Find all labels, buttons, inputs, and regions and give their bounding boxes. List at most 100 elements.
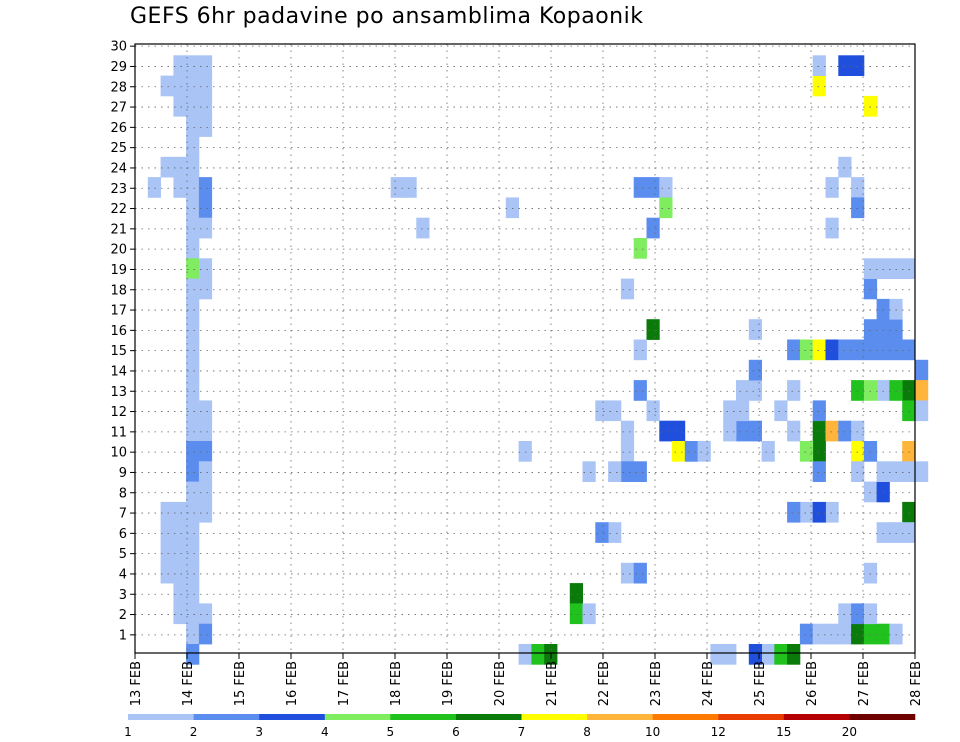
heatmap-cell [186, 197, 200, 219]
y-tick-label: 4 [119, 567, 127, 582]
heatmap-cell [863, 481, 878, 503]
colorbar: 1 2 3 4 5 6 7 8 10 12 15 20 [124, 714, 916, 739]
colorbar-swatch [193, 714, 260, 720]
heatmap-cell [595, 522, 609, 543]
colorbar-swatch [259, 714, 326, 720]
heatmap-cell [186, 542, 200, 564]
heatmap-cell [198, 400, 213, 422]
heatmap-cell [838, 623, 852, 645]
heatmap-cell [851, 55, 865, 76]
heatmap-cell [863, 95, 878, 117]
heatmap-cell [390, 177, 404, 198]
heatmap-cell [186, 562, 200, 584]
y-tick-label: 1 [119, 628, 127, 643]
heatmap-cell [173, 562, 187, 584]
heatmap-cell [160, 542, 174, 564]
heatmap-cell [160, 522, 174, 543]
heatmap-cell [723, 420, 737, 442]
heatmap-cell [812, 400, 826, 422]
heatmap-cell [198, 501, 213, 523]
colorbar-label: 10 [645, 725, 660, 739]
heatmap-cell [838, 156, 852, 178]
y-tick-label: 5 [119, 547, 127, 562]
heatmap-cell [186, 441, 200, 462]
y-tick-label: 12 [110, 405, 127, 420]
heatmap-cell [186, 623, 200, 645]
heatmap-cell [198, 481, 213, 503]
heatmap-cell [186, 380, 200, 401]
heatmap-cell [876, 481, 890, 503]
heatmap-cell [863, 603, 878, 625]
heatmap-cell [863, 339, 878, 361]
heatmap-cell [186, 116, 200, 137]
heatmap-cell [595, 400, 609, 422]
heatmap-cell [659, 197, 673, 219]
heatmap-cell [748, 319, 762, 340]
heatmap-cell [799, 623, 814, 645]
y-tick-label: 30 [110, 40, 127, 55]
heatmap-cell [812, 75, 826, 97]
heatmap-cell [186, 359, 200, 381]
heatmap-cell [160, 156, 174, 178]
heatmap-cell [198, 258, 213, 279]
heatmap-cell [697, 441, 711, 462]
heatmap-cell [173, 95, 187, 117]
heatmap-cell [608, 461, 622, 482]
colorbar-swatch [849, 714, 916, 720]
y-tick-label: 17 [110, 304, 127, 319]
heatmap-cell [620, 278, 635, 300]
heatmap-cell [723, 400, 737, 422]
heatmap-cell [876, 319, 890, 340]
heatmap-cell [863, 278, 878, 300]
heatmap-cell [838, 55, 852, 76]
heatmap-cell [863, 562, 878, 584]
colorbar-swatch [587, 714, 653, 720]
heatmap-cell [876, 339, 890, 361]
x-tick-label: 28 FEB [909, 661, 924, 706]
heatmap-cell [620, 461, 635, 482]
heatmap-cell [633, 238, 647, 259]
heatmap-cell [902, 339, 916, 361]
y-tick-label: 10 [110, 446, 127, 461]
heatmap-cell [825, 177, 839, 198]
heatmap-cell [198, 197, 213, 219]
heatmap-cell [825, 420, 839, 442]
colorbar-swatch [324, 714, 391, 720]
colorbar-label: 8 [583, 725, 591, 739]
heatmap-cell [863, 380, 878, 401]
heatmap-cell [851, 603, 865, 625]
heatmap-cell [518, 644, 532, 665]
y-tick-label: 20 [110, 243, 127, 258]
x-tick-label: 23 FEB [649, 661, 664, 706]
heatmap-cell [531, 644, 545, 665]
heatmap-cell [851, 420, 865, 442]
y-tick-label: 14 [110, 364, 127, 379]
heatmap-cell [633, 177, 647, 198]
heatmap-cell [633, 461, 647, 482]
heatmap-cell [889, 298, 903, 320]
heatmap-cell [186, 339, 200, 361]
x-tick-label: 13 FEB [129, 661, 144, 706]
y-tick-label: 22 [110, 202, 127, 217]
heatmap-cell [812, 441, 826, 462]
heatmap-cell [160, 501, 174, 523]
colorbar-swatch [455, 714, 522, 720]
colorbar-label: 7 [518, 725, 526, 739]
heatmap-cell [198, 420, 213, 442]
colorbar-label: 6 [452, 725, 460, 739]
y-tick-label: 3 [119, 588, 127, 603]
heatmap-cell [416, 217, 430, 239]
x-tick-label: 25 FEB [753, 661, 768, 706]
heatmap-cell [876, 461, 890, 482]
y-tick-label: 6 [119, 527, 127, 542]
x-tick-label: 15 FEB [233, 661, 248, 706]
heatmap-cell [672, 420, 686, 442]
heatmap-cell [748, 380, 762, 401]
heatmap-cell [787, 380, 801, 401]
y-tick-label: 29 [110, 60, 127, 75]
heatmap-cell [799, 501, 814, 523]
heatmap-cell [620, 420, 635, 442]
heatmap-cell [186, 400, 200, 422]
heatmap-cell [863, 319, 878, 340]
heatmap-cell [160, 562, 174, 584]
